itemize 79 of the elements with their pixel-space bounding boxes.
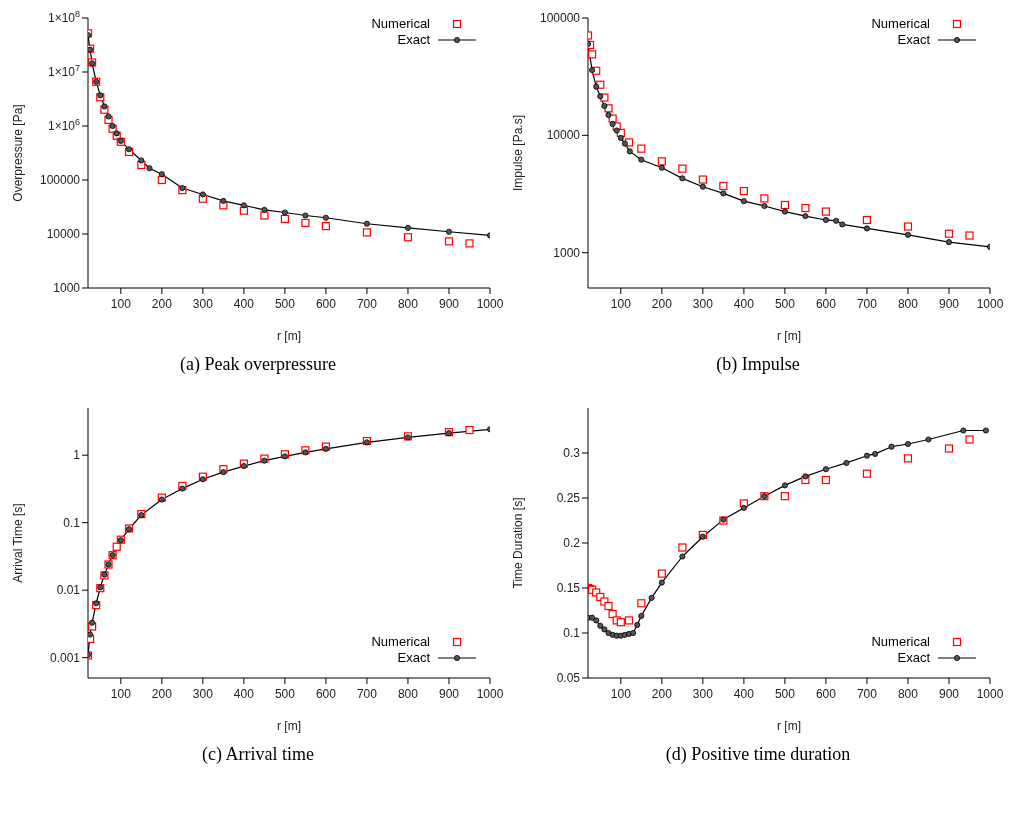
x-tick-label: 900 [938,297,960,311]
x-tick-label: 100 [110,687,132,701]
x-tick-label: 600 [315,297,337,311]
y-tick-label: 0.01 [56,583,81,598]
legend-label: Exact [397,32,430,48]
x-axis-title: r [m] [777,329,801,343]
y-axis-title: Arrival Time [s] [11,503,26,583]
x-tick-label: 1000 [976,687,1004,701]
legend-label: Exact [897,650,930,666]
x-tick-label: 200 [651,297,673,311]
y-tick-label: 0.001 [49,650,81,665]
x-tick-label: 500 [274,297,296,311]
x-tick-label: 200 [151,297,173,311]
x-tick-label: 100 [610,297,632,311]
text: (c) Arrival time [201,744,315,765]
legend-label: Numerical [371,16,430,32]
x-tick-label: 1000 [476,687,504,701]
y-tick-label: 0.25 [556,491,581,505]
y-axis-title: Impulse [Pa.s] [511,114,526,192]
y-tick-label: 10000 [546,128,581,143]
x-tick-label: 300 [692,297,714,311]
text: (b) Impulse [715,354,801,375]
x-tick-label: 400 [233,687,255,701]
x-tick-label: 400 [733,687,755,701]
x-tick-label: 900 [938,687,960,701]
x-tick-label: 900 [438,687,460,701]
y-tick-label: 1000 [53,281,81,295]
legend-label: Numerical [371,634,430,650]
y-tick-label: 0.3 [563,446,581,460]
x-tick-label: 1000 [476,297,504,311]
x-tick-label: 100 [610,687,632,701]
x-tick-label: 100 [110,297,132,311]
legend-label: Exact [397,650,430,666]
x-tick-label: 700 [856,687,878,701]
x-tick-label: 800 [397,297,419,311]
y-axis-title: Time Duration [s] [511,497,526,589]
y-tick-label: 0.2 [563,536,581,550]
x-tick-label: 200 [651,687,673,701]
x-tick-label: 900 [438,297,460,311]
x-tick-label: 800 [397,687,419,701]
x-axis-title: r [m] [277,329,301,343]
x-tick-label: 300 [192,297,214,311]
y-tick-label: 100000 [39,173,81,187]
y-tick-label: 10000 [46,227,81,241]
x-tick-label: 300 [692,687,714,701]
x-tick-label: 300 [192,687,214,701]
y-tick-label: 1×10$^{7}$ [47,63,80,79]
y-tick-label: 0.15 [556,581,581,595]
y-tick-label: 0.1 [63,515,81,530]
x-tick-label: 700 [856,297,878,311]
y-tick-label: 1×10$^{8}$ [47,9,80,25]
x-tick-label: 500 [774,297,796,311]
x-tick-label: 1000 [976,297,1004,311]
y-axis-title: Overpressure [Pa] [11,104,26,202]
text: (d) Positive time duration [664,744,852,765]
x-tick-label: 200 [151,687,173,701]
y-tick-label: 1000 [553,245,581,260]
x-tick-label: 500 [774,687,796,701]
x-tick-label: 400 [733,297,755,311]
x-tick-label: 600 [815,297,837,311]
legend-label: Numerical [871,16,930,32]
y-tick-label: 100000 [539,11,581,25]
y-tick-label: 1×10$^{6}$ [47,117,80,133]
legend-label: Exact [897,32,930,48]
x-tick-label: 800 [897,687,919,701]
y-tick-label: 0.1 [563,626,581,640]
x-tick-label: 800 [897,297,919,311]
x-tick-label: 600 [815,687,837,701]
x-tick-label: 400 [233,297,255,311]
legend-label: Numerical [871,634,930,650]
x-tick-label: 600 [315,687,337,701]
x-axis-title: r [m] [277,719,301,733]
x-tick-label: 700 [356,687,378,701]
y-tick-label: 1 [73,448,81,463]
x-tick-label: 700 [356,297,378,311]
text: (a) Peak overpressure [179,354,337,375]
x-axis-title: r [m] [777,719,801,733]
x-tick-label: 500 [274,687,296,701]
y-tick-label: 0.05 [556,671,581,685]
